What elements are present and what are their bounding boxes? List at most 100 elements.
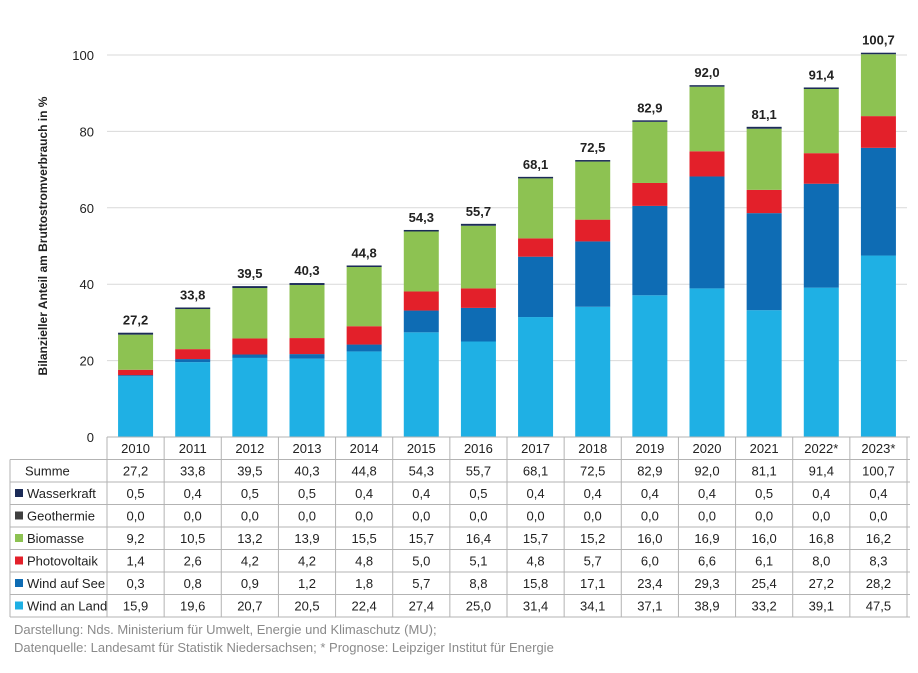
- y-tick-label: 60: [80, 201, 94, 216]
- table-cell-value: 1,4: [127, 554, 145, 569]
- total-data-label: 100,7: [862, 33, 895, 48]
- x-tick-label: 2010: [121, 441, 150, 456]
- y-axis-label: Bilanzieller Anteil am Bruttostromverbra…: [36, 96, 50, 375]
- bar-segment: [689, 288, 725, 437]
- table-cell-value: 4,8: [527, 554, 545, 569]
- total-data-label: 27,2: [123, 313, 148, 328]
- table-cell-value: 6,0: [641, 554, 659, 569]
- bar-segment: [632, 295, 668, 437]
- legend-swatch: [15, 556, 23, 565]
- total-data-label: 68,1: [523, 157, 548, 172]
- table-cell-value: 4,8: [355, 554, 373, 569]
- x-tick-label: 2016: [464, 441, 493, 456]
- bar-segment: [632, 205, 668, 296]
- table-cell-value: 33,8: [180, 464, 205, 479]
- x-tick-label: 2015: [407, 441, 436, 456]
- bar-segment: [289, 283, 325, 285]
- legend-label: Geothermie: [27, 509, 95, 524]
- footer-credit: Darstellung: Nds. Ministerium für Umwelt…: [14, 622, 437, 637]
- table-cell-value: 8,8: [469, 576, 487, 591]
- bar-segment: [518, 238, 554, 257]
- total-data-label: 54,3: [409, 210, 434, 225]
- table-cell-value: 54,3: [409, 464, 434, 479]
- bar-segment: [518, 256, 554, 318]
- bar-segment: [803, 153, 839, 184]
- table-cell-value: 55,7: [466, 464, 491, 479]
- table-cell-value: 33,2: [751, 599, 776, 614]
- bar-segment: [860, 54, 896, 117]
- table-cell-value: 0,5: [127, 486, 145, 501]
- table-cell-value: 25,0: [466, 599, 491, 614]
- table-cell-value: 0,4: [584, 486, 602, 501]
- table-cell-value: 20,7: [237, 599, 262, 614]
- table-cell-value: 100,7: [862, 464, 895, 479]
- table-cell-value: 2,6: [184, 554, 202, 569]
- table-cell-value: 0,5: [241, 486, 259, 501]
- legend-label: Wind an Land: [27, 599, 107, 614]
- bar-segment: [689, 85, 725, 87]
- bar-segment: [232, 338, 268, 355]
- table-cell-value: 4,2: [241, 554, 259, 569]
- bar-segment: [460, 341, 496, 437]
- table-cell-value: 40,3: [294, 464, 319, 479]
- bar-segment: [689, 86, 725, 152]
- table-cell-value: 0,0: [641, 509, 659, 524]
- table-cell-value: 16,8: [809, 531, 834, 546]
- x-tick-label: 2018: [578, 441, 607, 456]
- bar-segment: [289, 338, 325, 355]
- bar-segment: [118, 375, 154, 377]
- table-cell-value: 20,5: [294, 599, 319, 614]
- table-cell-value: 0,3: [127, 576, 145, 591]
- table-cell-value: 39,1: [809, 599, 834, 614]
- bar-segment: [632, 120, 668, 122]
- y-tick-label: 100: [72, 48, 94, 63]
- bar-segment: [803, 183, 839, 288]
- x-tick-label: 2021: [750, 441, 779, 456]
- legend-label: Wind auf See: [27, 576, 105, 591]
- stacked-bar-chart: 0 20 40 60 80 100 Bilanzieller Anteil am Brutt…: [9, 33, 910, 618]
- table-cell-value: 6,1: [755, 554, 773, 569]
- table-cell-value: 15,5: [351, 531, 376, 546]
- table-cell-value: 5,7: [412, 576, 430, 591]
- bar-segment: [118, 369, 154, 376]
- table-cell-value: 19,6: [180, 599, 205, 614]
- total-data-label: 72,5: [580, 140, 605, 155]
- bar-segment: [175, 307, 211, 310]
- legend-swatch: [15, 579, 23, 587]
- x-tick-label: 2013: [293, 441, 322, 456]
- table-cell-value: 10,5: [180, 531, 205, 546]
- x-tick-label: 2020: [693, 441, 722, 456]
- table-cell-value: 16,2: [866, 531, 891, 546]
- table-cell-value: 0,0: [527, 509, 545, 524]
- bar-segment: [118, 376, 154, 437]
- bar-segment: [746, 310, 782, 437]
- bar-segment: [518, 178, 554, 239]
- table-cell-value: 0,5: [469, 486, 487, 501]
- bar-segment: [518, 317, 554, 437]
- bar-segment: [460, 223, 496, 226]
- bar-segment: [232, 286, 268, 289]
- bar-segment: [232, 288, 268, 339]
- legend-swatch: [15, 511, 23, 520]
- bar-segment: [118, 334, 154, 370]
- table-row-label: Summe: [25, 464, 70, 479]
- table-cell-value: 0,0: [412, 509, 430, 524]
- table-cell-value: 16,4: [466, 531, 491, 546]
- bar-segment: [803, 87, 839, 89]
- table-cell-value: 0,4: [698, 486, 716, 501]
- table-cell-value: 38,9: [694, 599, 719, 614]
- bar-segment: [403, 332, 439, 437]
- table-cell-value: 0,0: [584, 509, 602, 524]
- total-data-label: 40,3: [294, 263, 319, 278]
- table-cell-value: 1,8: [355, 576, 373, 591]
- table-cell-value: 0,8: [184, 576, 202, 591]
- legend-swatch: [15, 534, 23, 542]
- table-cell-value: 0,5: [755, 486, 773, 501]
- bar-segment: [689, 151, 725, 177]
- table-cell-value: 8,0: [812, 554, 830, 569]
- bar-segment: [175, 309, 211, 350]
- table-cell-value: 6,6: [698, 554, 716, 569]
- table-cell-value: 23,4: [637, 576, 662, 591]
- footer-source: Datenquelle: Landesamt für Statistik Nie…: [14, 640, 554, 655]
- table-cell-value: 5,1: [469, 554, 487, 569]
